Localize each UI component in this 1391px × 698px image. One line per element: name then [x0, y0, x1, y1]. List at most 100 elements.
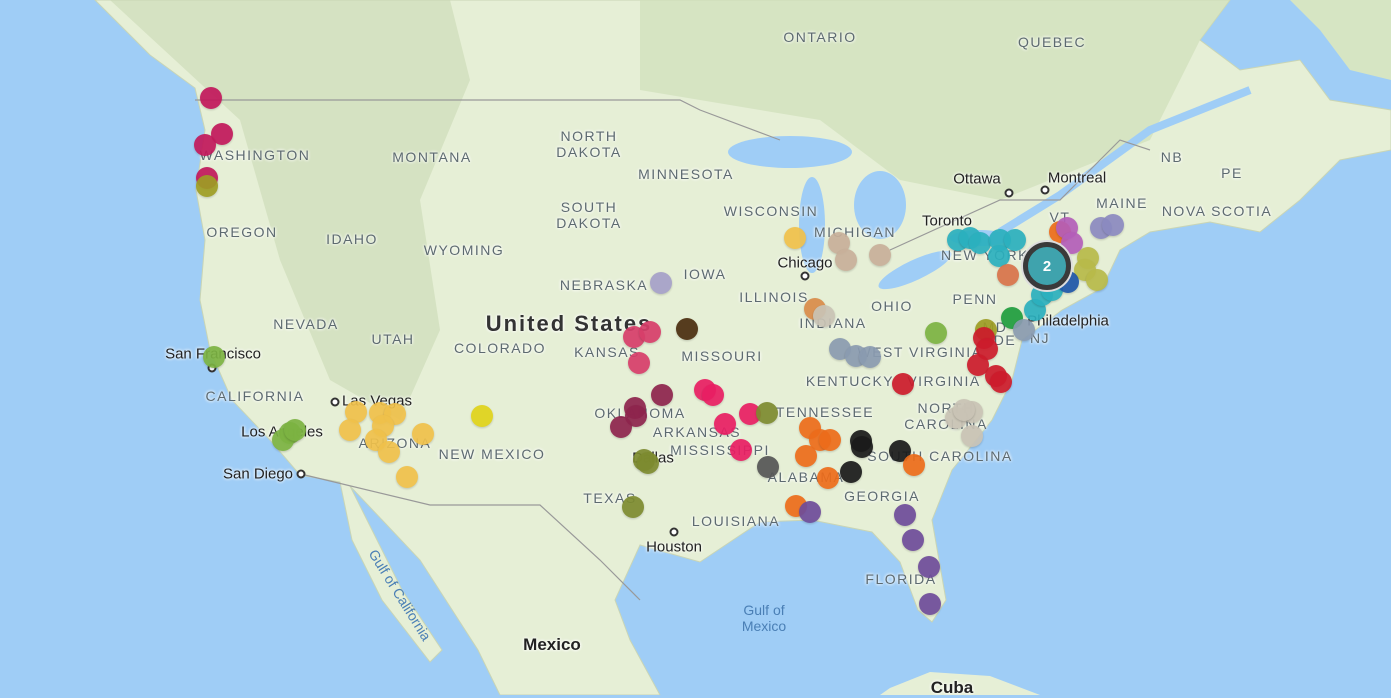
map-marker[interactable]	[676, 318, 698, 340]
region-label: IDAHO	[326, 231, 378, 247]
map-marker[interactable]	[739, 403, 761, 425]
map-marker[interactable]	[339, 419, 361, 441]
country-label: Cuba	[930, 678, 974, 697]
region-label: PENN	[952, 291, 998, 307]
map-marker[interactable]	[784, 227, 806, 249]
map-marker[interactable]	[819, 429, 841, 451]
map-marker[interactable]	[903, 454, 925, 476]
water-label: Gulf of Mexico	[741, 602, 787, 634]
lake-erie	[878, 250, 952, 290]
city-dot-icon	[669, 527, 679, 537]
map-marker[interactable]	[967, 354, 989, 376]
map-marker[interactable]	[828, 232, 850, 254]
map-marker[interactable]	[817, 467, 839, 489]
map-marker[interactable]	[637, 452, 659, 474]
region-label: WEST VIRGINIA	[857, 344, 983, 360]
map-marker[interactable]	[918, 556, 940, 578]
region-label: MICHIGAN	[814, 224, 896, 240]
region-label: NORTH DAKOTA	[556, 128, 622, 160]
map-marker[interactable]	[203, 346, 225, 368]
region-label: COLORADO	[453, 340, 547, 356]
map-marker[interactable]	[969, 232, 991, 254]
map-marker[interactable]	[639, 321, 661, 343]
region-label: MAINE	[1096, 195, 1148, 211]
region-label: CALIFORNIA	[205, 388, 305, 404]
map-marker[interactable]	[902, 529, 924, 551]
region-label: MISSOURI	[681, 348, 763, 364]
city-dot-icon	[1040, 185, 1050, 195]
region-label: ILLINOIS	[739, 289, 809, 305]
city-label: Ottawa	[953, 170, 1001, 188]
map-marker[interactable]	[378, 441, 400, 463]
map-marker[interactable]	[892, 373, 914, 395]
map-marker[interactable]	[961, 425, 983, 447]
map-marker[interactable]	[813, 305, 835, 327]
region-label: NEVADA	[273, 316, 339, 332]
lake-michigan	[799, 177, 825, 273]
map-marker[interactable]	[953, 399, 975, 421]
map-marker[interactable]	[412, 423, 434, 445]
map-marker[interactable]	[284, 419, 306, 441]
map-marker[interactable]	[650, 272, 672, 294]
city-label: Toronto	[921, 212, 973, 230]
map-marker[interactable]	[622, 496, 644, 518]
city-dot-icon	[800, 271, 810, 281]
map-marker[interactable]	[730, 439, 752, 461]
region-label: MONTANA	[392, 149, 472, 165]
region-label: NOVA SCOTIA	[1161, 203, 1273, 219]
region-label: NEW MEXICO	[438, 446, 546, 462]
land-cuba	[880, 672, 1040, 695]
map-marker[interactable]	[756, 402, 778, 424]
country-label: United States	[485, 311, 653, 336]
map-marker[interactable]	[211, 123, 233, 145]
map-marker[interactable]	[757, 456, 779, 478]
map-marker[interactable]	[795, 445, 817, 467]
map-marker[interactable]	[628, 352, 650, 374]
map-marker[interactable]	[714, 413, 736, 435]
map-marker[interactable]	[1086, 269, 1108, 291]
region-label: SOUTH DAKOTA	[556, 199, 622, 231]
region-label: NB	[1160, 149, 1184, 165]
land-canada-green	[640, 0, 1230, 200]
map-marker[interactable]	[799, 501, 821, 523]
map-marker[interactable]	[851, 436, 873, 458]
region-label: QUEBEC	[1017, 34, 1087, 50]
country-label: Mexico	[523, 635, 581, 654]
map-marker[interactable]	[894, 504, 916, 526]
region-label: WYOMING	[423, 242, 505, 258]
map-marker[interactable]	[610, 416, 632, 438]
map-marker[interactable]	[925, 322, 947, 344]
map-marker[interactable]	[471, 405, 493, 427]
lake-huron	[854, 171, 906, 239]
map-marker[interactable]	[990, 371, 1012, 393]
map-marker[interactable]	[840, 461, 862, 483]
map-marker[interactable]	[988, 245, 1010, 267]
map-marker[interactable]	[997, 264, 1019, 286]
map-marker[interactable]	[702, 384, 724, 406]
map-marker[interactable]	[835, 249, 857, 271]
map-marker[interactable]	[869, 244, 891, 266]
map-marker[interactable]	[651, 384, 673, 406]
region-label: LOUISIANA	[691, 513, 781, 529]
map-marker[interactable]	[1102, 214, 1124, 236]
map-marker[interactable]	[1013, 319, 1035, 341]
region-label: FLORIDA	[865, 571, 937, 587]
st-lawrence	[997, 86, 1252, 236]
map-marker[interactable]	[194, 134, 216, 156]
map-marker[interactable]	[345, 401, 367, 423]
map-marker[interactable]	[200, 87, 222, 109]
region-label: OHIO	[871, 298, 913, 314]
region-label: UTAH	[371, 331, 415, 347]
marker-cluster[interactable]: 2	[1023, 242, 1071, 290]
city-label: Philadelphia	[1027, 312, 1109, 330]
map-marker[interactable]	[1004, 229, 1026, 251]
region-label: PE	[1221, 165, 1243, 181]
map-marker[interactable]	[859, 346, 881, 368]
map-marker[interactable]	[919, 593, 941, 615]
map-marker[interactable]	[196, 175, 218, 197]
map-marker[interactable]	[1061, 232, 1083, 254]
map-marker[interactable]	[396, 466, 418, 488]
region-label: NEBRASKA	[559, 277, 649, 293]
region-label: MISSISSIPPI	[670, 442, 770, 458]
